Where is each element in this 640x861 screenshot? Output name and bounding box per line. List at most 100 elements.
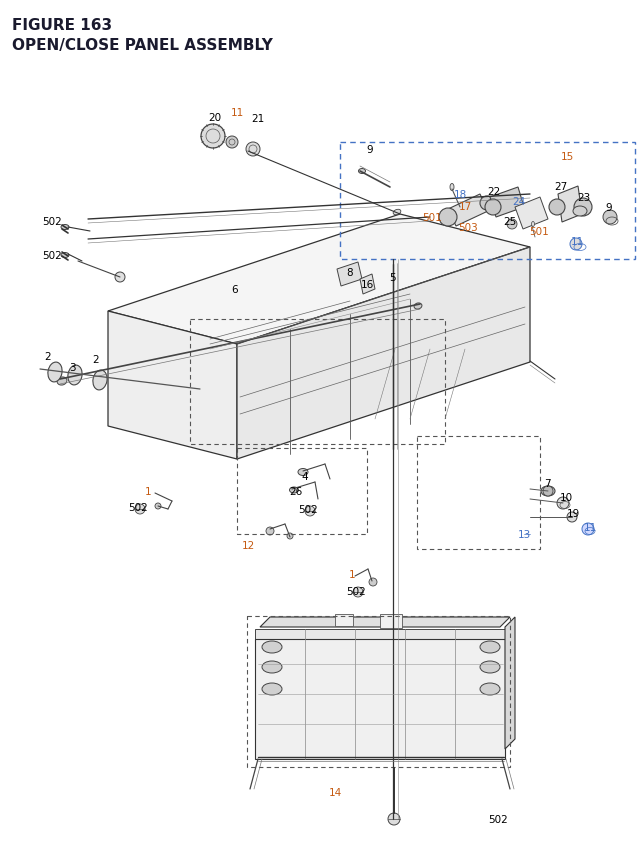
Text: 8: 8 <box>347 268 353 278</box>
Ellipse shape <box>480 684 500 695</box>
Ellipse shape <box>68 366 82 386</box>
Text: 25: 25 <box>504 217 516 226</box>
Polygon shape <box>448 195 488 226</box>
Circle shape <box>485 200 501 216</box>
Bar <box>335 614 353 626</box>
Bar <box>190 319 445 444</box>
Text: 503: 503 <box>458 223 478 232</box>
Ellipse shape <box>57 377 67 386</box>
Ellipse shape <box>358 170 365 174</box>
Text: 502: 502 <box>488 814 508 824</box>
Text: FIGURE 163: FIGURE 163 <box>12 18 112 33</box>
Bar <box>417 437 540 549</box>
Polygon shape <box>490 188 524 218</box>
Polygon shape <box>237 248 530 460</box>
Text: 22: 22 <box>488 187 500 197</box>
Polygon shape <box>255 639 505 759</box>
Circle shape <box>543 486 553 497</box>
Ellipse shape <box>414 304 422 310</box>
Circle shape <box>549 200 565 216</box>
Text: 502: 502 <box>298 505 318 514</box>
Circle shape <box>507 220 517 230</box>
Text: 2: 2 <box>45 351 51 362</box>
Circle shape <box>135 505 145 514</box>
Text: 23: 23 <box>577 193 591 202</box>
Circle shape <box>246 143 260 157</box>
Text: 11: 11 <box>570 237 584 247</box>
Ellipse shape <box>450 184 454 191</box>
Polygon shape <box>255 629 505 639</box>
Text: 19: 19 <box>566 508 580 518</box>
Polygon shape <box>260 617 510 628</box>
Circle shape <box>567 512 577 523</box>
Text: 15: 15 <box>561 152 573 162</box>
Circle shape <box>480 197 494 211</box>
Ellipse shape <box>393 210 401 215</box>
Circle shape <box>557 498 569 510</box>
Text: 1: 1 <box>349 569 355 579</box>
Ellipse shape <box>61 253 69 258</box>
Circle shape <box>353 587 363 598</box>
Ellipse shape <box>573 207 587 217</box>
Ellipse shape <box>262 661 282 673</box>
Text: 24: 24 <box>513 197 525 207</box>
Circle shape <box>305 506 315 517</box>
Ellipse shape <box>480 641 500 653</box>
Text: 11: 11 <box>584 523 596 532</box>
Text: 12: 12 <box>241 541 255 550</box>
Ellipse shape <box>48 362 62 382</box>
Bar <box>237 449 367 535</box>
Text: 6: 6 <box>232 285 238 294</box>
Text: 14: 14 <box>328 787 342 797</box>
Circle shape <box>115 273 125 282</box>
Ellipse shape <box>541 486 555 497</box>
Text: 4: 4 <box>301 472 308 481</box>
Ellipse shape <box>480 661 500 673</box>
Ellipse shape <box>262 641 282 653</box>
Text: 27: 27 <box>554 182 568 192</box>
Text: 9: 9 <box>605 202 612 213</box>
Ellipse shape <box>61 226 69 230</box>
Polygon shape <box>505 617 515 749</box>
Text: 502: 502 <box>42 217 62 226</box>
Text: 9: 9 <box>367 145 373 155</box>
Circle shape <box>369 579 377 586</box>
Text: 11: 11 <box>230 108 244 118</box>
Bar <box>380 614 402 629</box>
Bar <box>247 616 510 767</box>
Ellipse shape <box>289 487 298 493</box>
Text: OPEN/CLOSE PANEL ASSEMBLY: OPEN/CLOSE PANEL ASSEMBLY <box>12 38 273 53</box>
Polygon shape <box>337 263 362 287</box>
Polygon shape <box>360 275 375 294</box>
Text: 21: 21 <box>252 114 264 124</box>
Polygon shape <box>108 214 530 344</box>
Text: 502: 502 <box>346 586 366 597</box>
Text: 16: 16 <box>360 280 374 289</box>
Ellipse shape <box>262 684 282 695</box>
Text: 501: 501 <box>422 213 442 223</box>
Circle shape <box>266 528 274 536</box>
Text: 13: 13 <box>517 530 531 539</box>
Text: 2: 2 <box>93 355 99 364</box>
Circle shape <box>582 523 594 536</box>
Circle shape <box>603 211 617 225</box>
Polygon shape <box>558 187 582 223</box>
Text: 5: 5 <box>390 273 396 282</box>
Text: 10: 10 <box>559 492 573 503</box>
Text: 501: 501 <box>529 226 549 237</box>
Text: 20: 20 <box>209 113 221 123</box>
Bar <box>340 143 635 260</box>
Ellipse shape <box>298 469 308 476</box>
Circle shape <box>574 199 592 217</box>
Text: 18: 18 <box>453 189 467 200</box>
Polygon shape <box>108 312 237 460</box>
Polygon shape <box>515 198 548 230</box>
Circle shape <box>226 137 238 149</box>
Circle shape <box>570 238 582 251</box>
Text: 502: 502 <box>128 503 148 512</box>
Text: 502: 502 <box>42 251 62 261</box>
Circle shape <box>388 813 400 825</box>
Circle shape <box>155 504 161 510</box>
Circle shape <box>439 208 457 226</box>
Text: 17: 17 <box>458 201 472 212</box>
